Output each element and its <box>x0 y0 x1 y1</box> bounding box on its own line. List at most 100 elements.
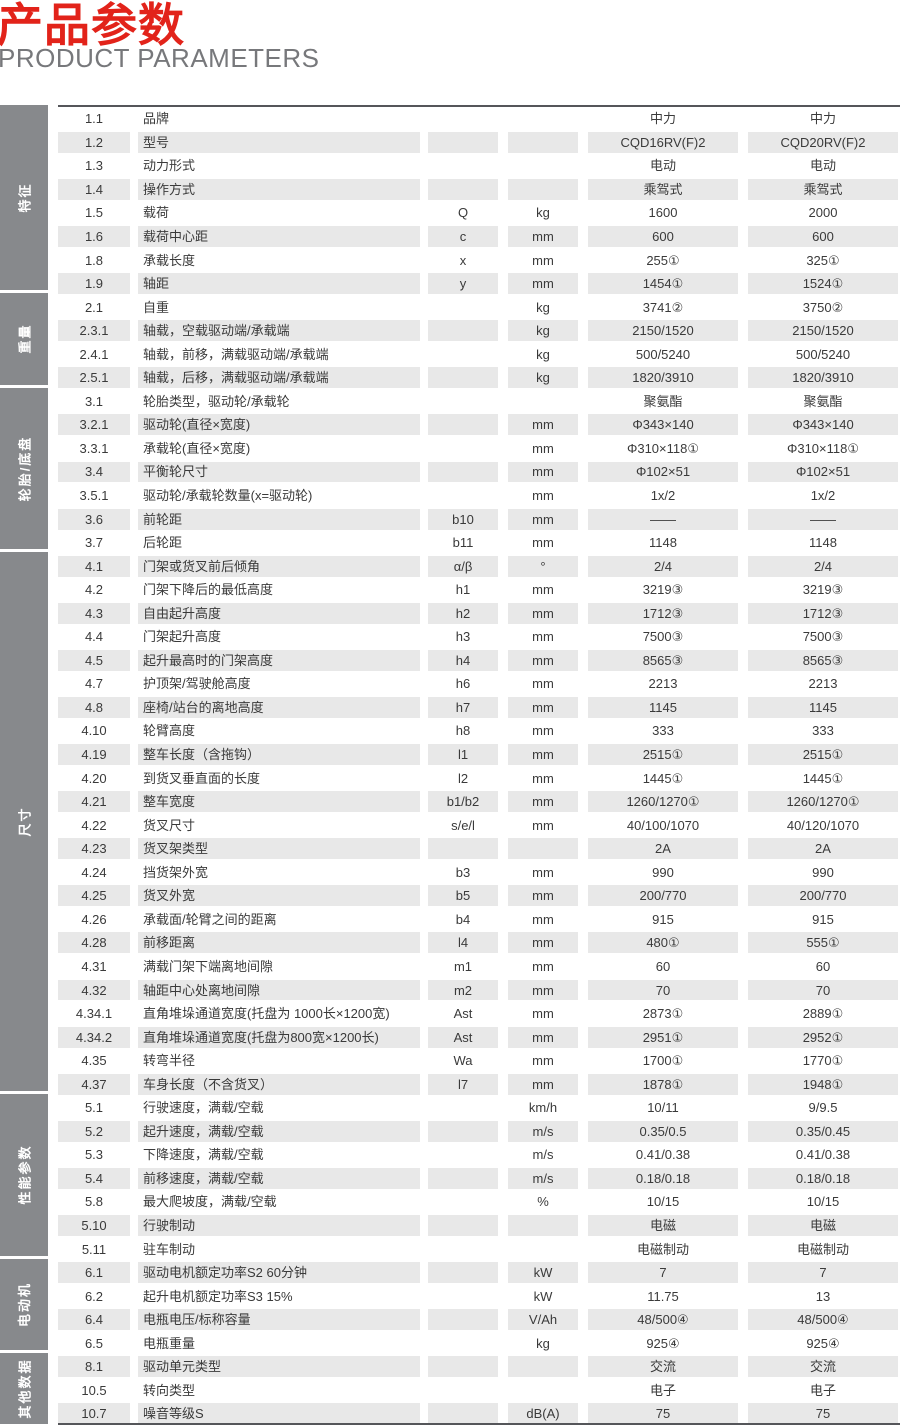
table-row: 4.32 轴距中心处离地间隙 m2 mm 70 70 <box>58 978 900 1002</box>
table-row: 1.6 载荷中心距 c mm 600 600 <box>58 225 900 249</box>
table-row: 5.8 最大爬坡度，满载/空载% 10/15 10/15 <box>58 1190 900 1214</box>
row-number: 1.2 <box>58 131 130 153</box>
param-unit: mm <box>508 696 578 718</box>
param-value-1: 电磁制动 <box>636 1241 689 1257</box>
param-symbol <box>428 108 498 129</box>
row-number: 4.20 <box>81 770 107 786</box>
table-row: 8.1 驱动单元类型 交流 交流 <box>58 1355 900 1379</box>
param-symbol <box>428 1191 498 1212</box>
table-row: 3.3.1 承载轮(直径×宽度) mm Φ310×118① Φ310×118① <box>58 437 900 461</box>
param-label: 直角堆垛通道宽度(托盘为 1000长×1200宽) <box>143 1006 390 1022</box>
table-row: 5.10 行驶制动 电磁 电磁 <box>58 1214 900 1238</box>
param-value-2: 0.41/0.38 <box>795 1147 851 1163</box>
param-unit <box>508 391 578 412</box>
param-value-2: 2000 <box>808 205 838 221</box>
param-symbol <box>428 344 498 365</box>
row-number: 4.5 <box>58 649 130 671</box>
param-label: 电瓶电压/标称容量 <box>138 1309 420 1331</box>
row-number: 5.1 <box>84 1100 104 1116</box>
row-number: 8.1 <box>58 1356 130 1378</box>
table-row: 6.1 驱动电机额定功率S2 60分钟 kW 7 7 <box>58 1261 900 1285</box>
param-symbol: b5 <box>428 885 498 907</box>
table-row: 3.7 后轮距 b11 mm 1148 1148 <box>58 531 900 555</box>
param-symbol <box>428 367 498 389</box>
param-symbol: b11 <box>452 535 474 551</box>
param-value-1: 915 <box>652 911 674 927</box>
row-number: 10.7 <box>58 1403 130 1425</box>
param-label: 轮臂高度 <box>143 723 196 739</box>
row-number: 4.31 <box>81 958 107 974</box>
param-label: 转弯半径 <box>143 1053 196 1069</box>
param-value-1: CQD16RV(F)2 <box>588 131 738 153</box>
row-number: 4.35 <box>81 1053 107 1069</box>
param-unit <box>508 178 578 200</box>
param-symbol <box>428 1309 498 1331</box>
param-unit: mm <box>532 535 554 551</box>
param-unit <box>508 155 578 176</box>
param-unit: mm <box>532 911 554 927</box>
table-row: 4.26 承载面/轮臂之间的距离 b4 mm 915 915 <box>58 908 900 932</box>
param-symbol <box>428 438 498 459</box>
param-value-2: Φ310×118① <box>786 440 860 456</box>
param-unit: mm <box>532 1006 554 1022</box>
param-value-1: 3219③ <box>642 582 684 598</box>
param-value-2: 7500③ <box>802 629 844 645</box>
row-number: 4.2 <box>84 582 104 598</box>
row-number: 1.3 <box>84 158 104 174</box>
param-value-1: Φ343×140 <box>588 414 738 436</box>
param-symbol <box>428 485 498 506</box>
table-row: 5.11 驻车制动 电磁制动 电磁制动 <box>58 1237 900 1261</box>
param-label: 座椅/站台的离地高度 <box>138 696 420 718</box>
param-label: 前移速度，满载/空载 <box>138 1167 420 1189</box>
param-value-2: 电子 <box>809 1382 836 1398</box>
param-value-2: 0.18/0.18 <box>748 1167 898 1189</box>
param-value-2: —— <box>748 508 898 530</box>
row-number: 4.24 <box>81 864 107 880</box>
param-value-2: 70 <box>748 979 898 1001</box>
table-row: 5.1 行驶速度，满载/空载 km/h 10/11 9/9.5 <box>58 1096 900 1120</box>
param-unit: mm <box>532 629 554 645</box>
param-symbol: x <box>459 252 467 268</box>
param-unit: kg <box>536 1335 550 1351</box>
param-value-1: 2951① <box>588 1026 738 1048</box>
param-value-1: 电动 <box>649 158 676 174</box>
param-symbol <box>428 1380 498 1401</box>
param-unit: kg <box>536 346 550 362</box>
param-symbol: h1 <box>455 582 471 598</box>
param-label: 轴载，后移，满载驱动端/承载端 <box>138 367 420 389</box>
param-value-1: 7500③ <box>642 629 684 645</box>
row-number: 4.37 <box>58 1073 130 1095</box>
param-label: 轮胎类型，驱动轮/承载轮 <box>143 393 290 409</box>
table-row: 10.5 转向类型 电子 电子 <box>58 1379 900 1403</box>
param-unit: kW <box>508 1262 578 1284</box>
param-symbol <box>428 1120 498 1142</box>
row-number: 6.5 <box>84 1335 104 1351</box>
param-label: 承载长度 <box>143 252 196 268</box>
table-row: 10.7 噪音等级S dB(A) 75 75 <box>58 1402 900 1425</box>
param-value-2: CQD20RV(F)2 <box>748 131 898 153</box>
row-number: 4.32 <box>58 979 130 1001</box>
row-number: 4.26 <box>81 911 107 927</box>
param-unit: dB(A) <box>508 1403 578 1425</box>
param-value-2: 1712③ <box>748 602 898 624</box>
row-number: 4.23 <box>58 838 130 860</box>
table-row: 4.10 轮臂高度 h8 mm 333 333 <box>58 719 900 743</box>
param-label: 前轮距 <box>138 508 420 530</box>
table-row: 2.5.1 轴载，后移，满载驱动端/承载端 kg 1820/3910 1820/3910 <box>58 366 900 390</box>
sidebar-section-label: 性能参数 <box>17 1144 33 1205</box>
param-unit: mm <box>508 414 578 436</box>
param-value-2: 2889① <box>802 1006 844 1022</box>
param-symbol <box>428 297 498 318</box>
table-row: 4.7 护顶架/驾驶舱高度 h6 mm 2213 2213 <box>58 672 900 696</box>
param-value-2: 200/770 <box>748 885 898 907</box>
page-title: 产品参数 <box>0 0 185 51</box>
sidebar-section-label: 特征 <box>17 182 33 213</box>
row-number: 1.9 <box>58 273 130 295</box>
param-label: 货叉架类型 <box>138 838 420 860</box>
param-value-1: 1878① <box>588 1073 738 1095</box>
sidebar-section-7: 其他数据 <box>0 1353 48 1424</box>
param-value-1: 交流 <box>588 1356 738 1378</box>
param-value-1: —— <box>588 508 738 530</box>
param-symbol: b1/b2 <box>428 791 498 813</box>
param-unit <box>508 1380 578 1401</box>
